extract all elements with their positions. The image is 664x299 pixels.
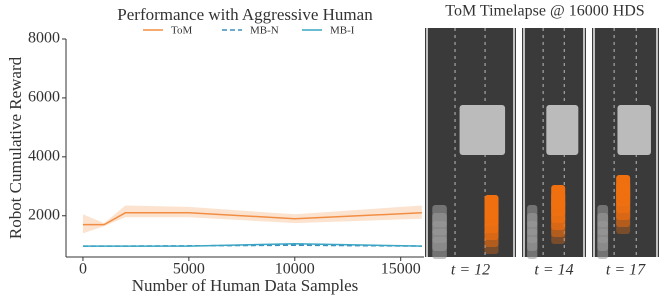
frame-label: t = 17	[606, 262, 646, 279]
error-band	[83, 205, 422, 233]
robot-car	[551, 220, 565, 244]
legend-label: MB-N	[250, 25, 279, 37]
legend-label: MB-I	[330, 25, 355, 37]
y-tick-label: 2000	[28, 206, 60, 223]
robot-car	[616, 210, 630, 234]
x-tick-label: 0	[79, 261, 87, 278]
x-tick-label: 15000	[381, 261, 421, 278]
x-tick-label: 10000	[275, 261, 315, 278]
human-car	[527, 237, 537, 259]
robot-car	[485, 230, 499, 254]
y-axis-label: Robot Cumulative Reward	[6, 56, 25, 239]
timelapse-frames: t = 12 t = 14 t = 17	[425, 28, 659, 279]
human-car	[597, 237, 608, 259]
chart-title: Performance with Aggressive Human	[117, 5, 373, 24]
truck	[460, 105, 506, 155]
page: {"chart_data": {"type": "line", "title":…	[0, 0, 664, 299]
x-tick-label: 5000	[173, 261, 205, 278]
y-tick-label: 6000	[28, 89, 60, 106]
timelapse-title: ToM Timelapse @ 16000 HDS	[445, 3, 644, 20]
figure: Performance with Aggressive Human Number…	[0, 0, 664, 299]
y-tick-label: 8000	[28, 30, 60, 47]
frame-label: t = 14	[534, 262, 573, 279]
legend-label: ToM	[171, 25, 192, 37]
y-tick-label: 4000	[28, 148, 60, 165]
x-axis-label: Number of Human Data Samples	[132, 276, 359, 295]
frame-label: t = 12	[451, 262, 490, 279]
truck	[546, 105, 578, 155]
human-car	[432, 237, 447, 259]
truck	[617, 105, 651, 155]
